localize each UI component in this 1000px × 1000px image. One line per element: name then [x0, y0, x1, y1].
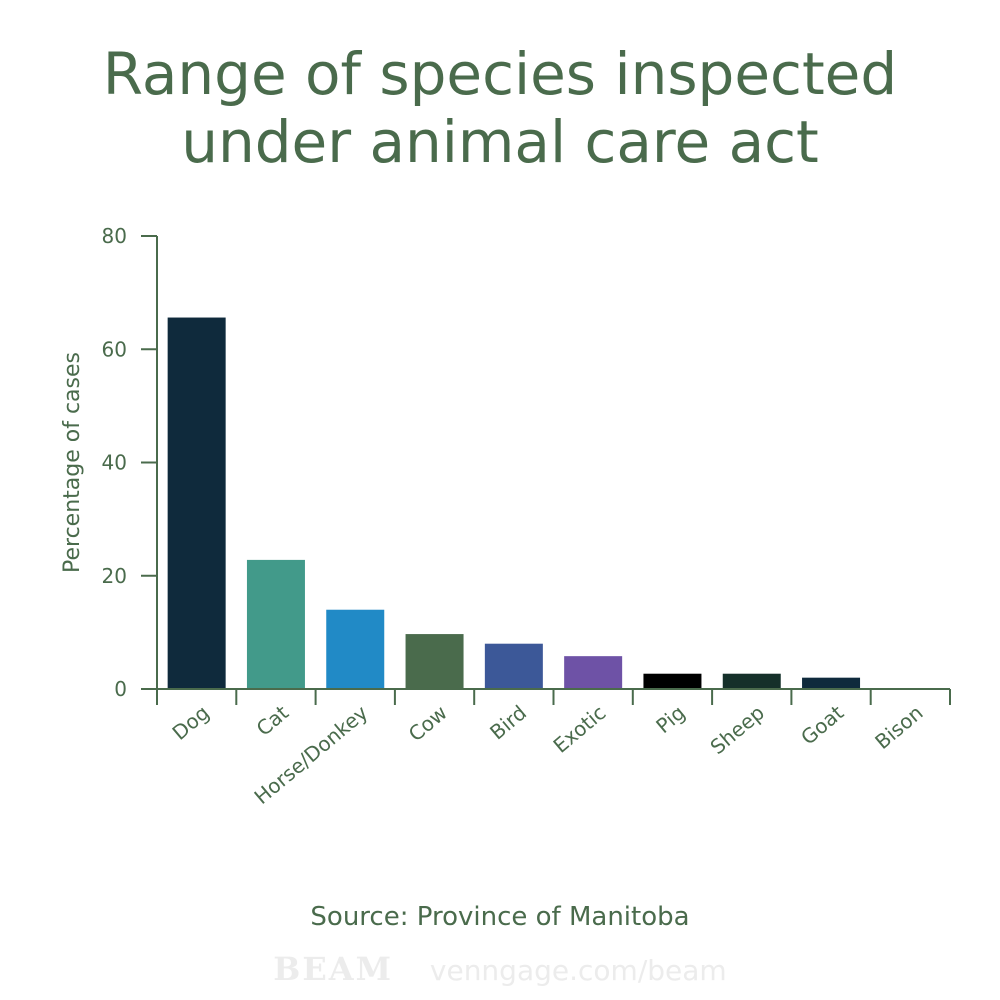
- x-tick-label-pig: Pig: [651, 700, 689, 738]
- y-tick-label-0: 0: [114, 677, 127, 701]
- x-tick-label-goat: Goat: [796, 700, 848, 749]
- bar-cat: [246, 559, 305, 689]
- y-axis-label: Percentage of cases: [60, 352, 85, 573]
- x-tick-label-bison: Bison: [870, 700, 927, 753]
- chart-title: Range of species inspected under animal …: [0, 40, 1000, 176]
- y-tick-label-80: 80: [102, 224, 127, 248]
- x-tick-label-bird: Bird: [485, 700, 531, 744]
- bar-bird: [484, 643, 543, 689]
- bar-pig: [643, 673, 702, 689]
- brand-logo: BEAM: [273, 950, 393, 988]
- bar-exotic: [564, 656, 623, 689]
- y-tick-label-60: 60: [102, 337, 127, 361]
- x-tick-label-cat: Cat: [252, 700, 294, 740]
- bar-cow: [405, 634, 464, 689]
- bar-goat: [802, 677, 861, 689]
- x-tick-label-dog: Dog: [168, 700, 214, 744]
- chart-title-line-2: under animal care act: [181, 108, 819, 176]
- x-tick-label-cow: Cow: [404, 700, 452, 746]
- bar-dog: [167, 317, 226, 689]
- footer-url: venngage.com/beam: [429, 954, 727, 987]
- ticks-group: [141, 235, 951, 705]
- bars-group: [167, 317, 861, 689]
- footer: BEAM venngage.com/beam: [0, 950, 1000, 988]
- bar-horse-donkey: [326, 609, 385, 689]
- axes-group: [141, 236, 950, 705]
- x-tick-label-sheep: Sheep: [706, 700, 769, 759]
- source-note: Source: Province of Manitoba: [310, 902, 690, 932]
- chart-title-line-1: Range of species inspected: [102, 40, 898, 108]
- y-tick-label-40: 40: [102, 451, 127, 475]
- x-tick-label-exotic: Exotic: [549, 700, 611, 757]
- bar-sheep: [722, 673, 781, 689]
- y-tick-label-20: 20: [102, 564, 127, 588]
